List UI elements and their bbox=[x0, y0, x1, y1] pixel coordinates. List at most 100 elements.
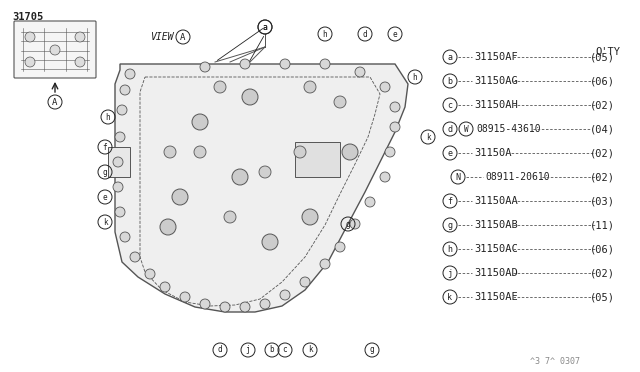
Circle shape bbox=[320, 259, 330, 269]
Text: 31150AD: 31150AD bbox=[474, 268, 518, 278]
Text: (11): (11) bbox=[590, 220, 615, 230]
Circle shape bbox=[200, 299, 210, 309]
Text: g: g bbox=[447, 221, 452, 230]
Circle shape bbox=[200, 62, 210, 72]
Circle shape bbox=[160, 282, 170, 292]
Circle shape bbox=[117, 105, 127, 115]
Text: f: f bbox=[447, 196, 452, 205]
Text: h: h bbox=[413, 73, 417, 81]
Text: k: k bbox=[426, 132, 430, 141]
Circle shape bbox=[214, 81, 226, 93]
FancyBboxPatch shape bbox=[14, 21, 96, 78]
Text: d: d bbox=[447, 125, 452, 134]
Text: (05): (05) bbox=[590, 292, 615, 302]
Circle shape bbox=[320, 59, 330, 69]
Text: a: a bbox=[447, 52, 452, 61]
Text: 08911-20610: 08911-20610 bbox=[485, 172, 550, 182]
Circle shape bbox=[259, 166, 271, 178]
Text: Q'TY: Q'TY bbox=[595, 47, 620, 57]
Circle shape bbox=[262, 234, 278, 250]
Text: 31150AA: 31150AA bbox=[474, 196, 518, 206]
Text: k: k bbox=[102, 218, 108, 227]
Text: 08915-43610: 08915-43610 bbox=[476, 124, 541, 134]
Text: (05): (05) bbox=[590, 52, 615, 62]
Circle shape bbox=[304, 81, 316, 93]
Text: e: e bbox=[102, 192, 108, 202]
Text: c: c bbox=[447, 100, 452, 109]
Circle shape bbox=[390, 122, 400, 132]
Text: N: N bbox=[456, 173, 461, 182]
Circle shape bbox=[342, 144, 358, 160]
Text: VIEW: VIEW bbox=[150, 32, 173, 42]
Text: h: h bbox=[106, 112, 110, 122]
Circle shape bbox=[75, 32, 85, 42]
Text: (04): (04) bbox=[590, 124, 615, 134]
Circle shape bbox=[172, 189, 188, 205]
Circle shape bbox=[334, 96, 346, 108]
Circle shape bbox=[125, 69, 135, 79]
Circle shape bbox=[75, 57, 85, 67]
Circle shape bbox=[113, 182, 123, 192]
Circle shape bbox=[365, 197, 375, 207]
Text: (02): (02) bbox=[590, 268, 615, 278]
Text: e: e bbox=[447, 148, 452, 157]
Text: g: g bbox=[370, 346, 374, 355]
Circle shape bbox=[280, 290, 290, 300]
Circle shape bbox=[380, 82, 390, 92]
Text: 31150AB: 31150AB bbox=[474, 220, 518, 230]
Text: h: h bbox=[447, 244, 452, 253]
Text: k: k bbox=[308, 346, 312, 355]
Circle shape bbox=[50, 45, 60, 55]
Bar bbox=[295, 142, 340, 177]
Text: 31705: 31705 bbox=[12, 12, 44, 22]
Circle shape bbox=[390, 102, 400, 112]
Circle shape bbox=[232, 169, 248, 185]
Circle shape bbox=[160, 219, 176, 235]
Circle shape bbox=[242, 89, 258, 105]
Text: 31150AE: 31150AE bbox=[474, 292, 518, 302]
Text: e: e bbox=[393, 29, 397, 38]
Circle shape bbox=[180, 292, 190, 302]
Circle shape bbox=[385, 147, 395, 157]
Text: k: k bbox=[447, 292, 452, 301]
Text: (06): (06) bbox=[590, 244, 615, 254]
Text: (03): (03) bbox=[590, 196, 615, 206]
Circle shape bbox=[25, 32, 35, 42]
Circle shape bbox=[302, 209, 318, 225]
Text: b: b bbox=[269, 346, 275, 355]
Circle shape bbox=[120, 232, 130, 242]
Circle shape bbox=[260, 299, 270, 309]
Text: j: j bbox=[246, 346, 250, 355]
Text: 31150A: 31150A bbox=[474, 148, 511, 158]
Text: (02): (02) bbox=[590, 172, 615, 182]
Circle shape bbox=[130, 252, 140, 262]
Text: (02): (02) bbox=[590, 148, 615, 158]
Circle shape bbox=[115, 132, 125, 142]
Text: 31150AH: 31150AH bbox=[474, 100, 518, 110]
Circle shape bbox=[294, 146, 306, 158]
Circle shape bbox=[164, 146, 176, 158]
Text: a: a bbox=[262, 22, 268, 32]
Text: 31150AC: 31150AC bbox=[474, 244, 518, 254]
Text: d: d bbox=[218, 346, 222, 355]
Circle shape bbox=[224, 211, 236, 223]
Text: b: b bbox=[447, 77, 452, 86]
Circle shape bbox=[113, 157, 123, 167]
Polygon shape bbox=[115, 64, 408, 312]
Circle shape bbox=[115, 207, 125, 217]
Text: c: c bbox=[283, 346, 287, 355]
Text: f: f bbox=[102, 142, 108, 151]
Text: j: j bbox=[447, 269, 452, 278]
Text: 31150AG: 31150AG bbox=[474, 76, 518, 86]
Text: g: g bbox=[346, 219, 350, 228]
Circle shape bbox=[355, 67, 365, 77]
Text: 31150AF: 31150AF bbox=[474, 52, 518, 62]
Circle shape bbox=[240, 302, 250, 312]
Text: h: h bbox=[323, 29, 327, 38]
Circle shape bbox=[120, 85, 130, 95]
Circle shape bbox=[300, 277, 310, 287]
Bar bbox=[108, 147, 130, 177]
Text: a: a bbox=[262, 22, 268, 32]
Text: d: d bbox=[363, 29, 367, 38]
Circle shape bbox=[220, 302, 230, 312]
